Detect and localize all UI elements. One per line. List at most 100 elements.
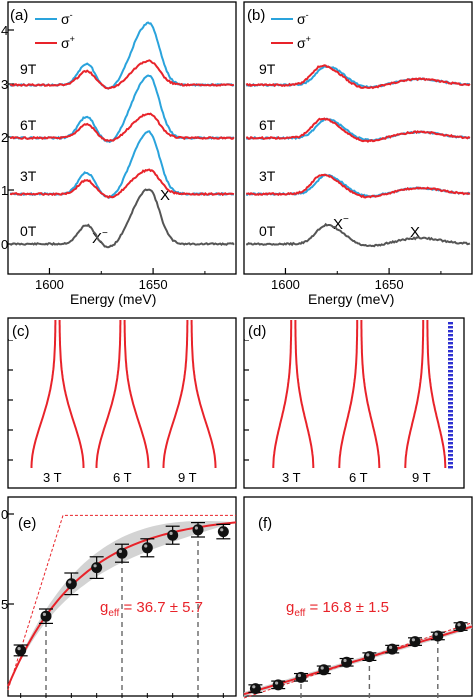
panel-c-bar-label-3T: 3 T xyxy=(43,470,62,485)
panel-f-point-highlight xyxy=(320,666,324,670)
panel-d-blue-dash xyxy=(448,454,453,457)
panel-d-label-bg xyxy=(245,320,275,340)
panel-d-bar-label-9T: 9 T xyxy=(412,470,431,485)
panel-d-blue-dash xyxy=(448,406,453,409)
legend-b: σ- σ+ xyxy=(271,10,311,51)
panel-a-curve-sigma-plus-9T xyxy=(9,59,235,90)
panel-d-6T-profile-right xyxy=(360,320,381,468)
panel-e-point-highlight xyxy=(42,612,47,617)
panel-e-upper-bound xyxy=(7,514,236,691)
panel-a-y-tick-label: 3 xyxy=(1,77,8,92)
panel-e-plot: 05 xyxy=(1,507,237,698)
panel-b-field-6T: 6T xyxy=(259,117,276,133)
panel-a-y-tick-label: 1 xyxy=(1,183,8,198)
panel-b-field-3T: 3T xyxy=(259,168,276,184)
panel-f-point xyxy=(409,636,421,648)
panel-e-point xyxy=(116,547,128,559)
panel-c-bar-label-6T: 6 T xyxy=(113,470,132,485)
panel-d-blue-dash xyxy=(448,434,453,437)
panel-d-blue-dash xyxy=(448,374,453,377)
panel-d-blue-dash xyxy=(448,398,453,401)
panel-d-blue-dash xyxy=(448,446,453,449)
panel-d-blue-dash xyxy=(448,386,453,389)
panel-f-frame xyxy=(243,496,473,697)
panel-f-point-highlight xyxy=(297,673,301,678)
panel-f-point-highlight xyxy=(457,623,461,627)
panel-e-point xyxy=(40,610,52,622)
panel-e-fit-label: geff = 36.7 ± 5.7 xyxy=(100,599,203,619)
panel-d-bar-label-3T: 3 T xyxy=(282,470,301,485)
panel-b-trion-label: X− xyxy=(333,214,349,233)
panel-f-point-highlight xyxy=(366,653,370,657)
panel-e-point-highlight xyxy=(118,549,122,554)
panel-d-blue-dash xyxy=(448,338,453,341)
panel-f-point xyxy=(295,671,307,683)
panel-a-curve-sigma-minus-9T xyxy=(9,21,235,90)
panel-f-point-highlight xyxy=(343,658,347,663)
legend-a-plus-label: σ+ xyxy=(61,34,75,51)
panel-b-x-ticks: 1600 1650 xyxy=(271,268,442,292)
panel-f-point xyxy=(386,643,398,655)
panel-e-point-highlight xyxy=(194,526,198,530)
panel-d-blue-dash xyxy=(448,330,453,333)
panel-e-point xyxy=(217,526,229,538)
panel-e-label: (e) xyxy=(18,515,36,532)
panel-d-bars xyxy=(244,320,453,469)
panel-b-x-tick-label: 1650 xyxy=(375,277,404,292)
panel-d-blue-dash xyxy=(448,438,453,441)
panel-f: (f) geff = 16.8 ± 1.5 xyxy=(243,496,473,699)
panel-c-label: (c) xyxy=(12,323,30,340)
panel-a-curve-sigma-plus-6T xyxy=(10,112,235,142)
panel-d-blue-dash xyxy=(448,466,453,469)
panel-a-curve-sigma-plus-3T xyxy=(9,168,235,199)
panel-b-frame xyxy=(243,1,473,275)
panel-b-field-9T: 9T xyxy=(259,61,276,77)
panel-f-point xyxy=(363,651,375,663)
panel-e-point xyxy=(65,578,77,590)
panel-c-3T-profile-left xyxy=(30,320,57,468)
panel-d-blue-dash xyxy=(448,334,453,337)
panel-e-point-highlight xyxy=(93,564,97,568)
panel-c-6T-profile-right xyxy=(123,320,150,468)
panel-e-point xyxy=(167,529,179,541)
panel-d-blue-dash xyxy=(448,346,453,349)
panel-f-point xyxy=(318,664,330,676)
panel-b-label: (b) xyxy=(247,7,265,24)
panel-d-blue-dash xyxy=(448,322,453,325)
panel-c-6T-spacer xyxy=(118,312,151,460)
legend-b-minus-label: σ- xyxy=(297,10,309,27)
panel-b-field-0T: 0T xyxy=(259,223,276,239)
panel-b-exciton-label: X xyxy=(410,224,420,241)
panel-d-blue-dash xyxy=(448,394,453,397)
panel-d-blue-dash xyxy=(448,450,453,453)
panel-b-curve-sigma-minus-6T xyxy=(246,117,471,142)
x-axis-label-a: Energy (meV) xyxy=(70,291,156,307)
panel-d-blue-dash xyxy=(448,430,453,433)
panel-c-bar-label-9T: 9 T xyxy=(178,470,197,485)
panel-d-blue-dash xyxy=(448,362,453,365)
panel-b: (b) σ- σ+ 9T 6T 3T 0T X− X 1600 1650 xyxy=(243,1,473,292)
panel-d-blue-dash xyxy=(448,462,453,465)
panel-d-blue-dash xyxy=(448,354,453,357)
panel-f-fit-label: geff = 16.8 ± 1.5 xyxy=(286,599,389,619)
panel-b-curve-sigma-plus-9T xyxy=(245,64,471,90)
panel-f-point xyxy=(341,656,353,668)
panel-e: (e) geff = 36.7 ± 5.7 05 xyxy=(1,496,237,698)
x-axis-label-b: Energy (meV) xyxy=(308,291,394,307)
panel-a-field-0T: 0T xyxy=(20,223,37,239)
panel-d-blue-dash xyxy=(448,410,453,413)
panel-e-point-highlight xyxy=(169,531,173,536)
panel-a-y-tick-label: 4 xyxy=(1,23,8,38)
panel-f-point-highlight xyxy=(389,645,393,649)
panel-d-bar-label-6T: 6 T xyxy=(349,470,368,485)
panel-e-point-highlight xyxy=(17,647,21,651)
panel-a-field-6T: 6T xyxy=(20,117,37,133)
panel-f-point xyxy=(272,679,284,691)
panel-e-point xyxy=(15,644,27,656)
panel-b-curve-sigma-plus-3T xyxy=(246,173,471,199)
panel-a-y-tick-label: 2 xyxy=(1,130,8,145)
panel-a-field-9T: 9T xyxy=(20,61,37,77)
panel-f-point xyxy=(249,683,261,695)
panel-e-y-tick-label: 5 xyxy=(1,597,8,612)
